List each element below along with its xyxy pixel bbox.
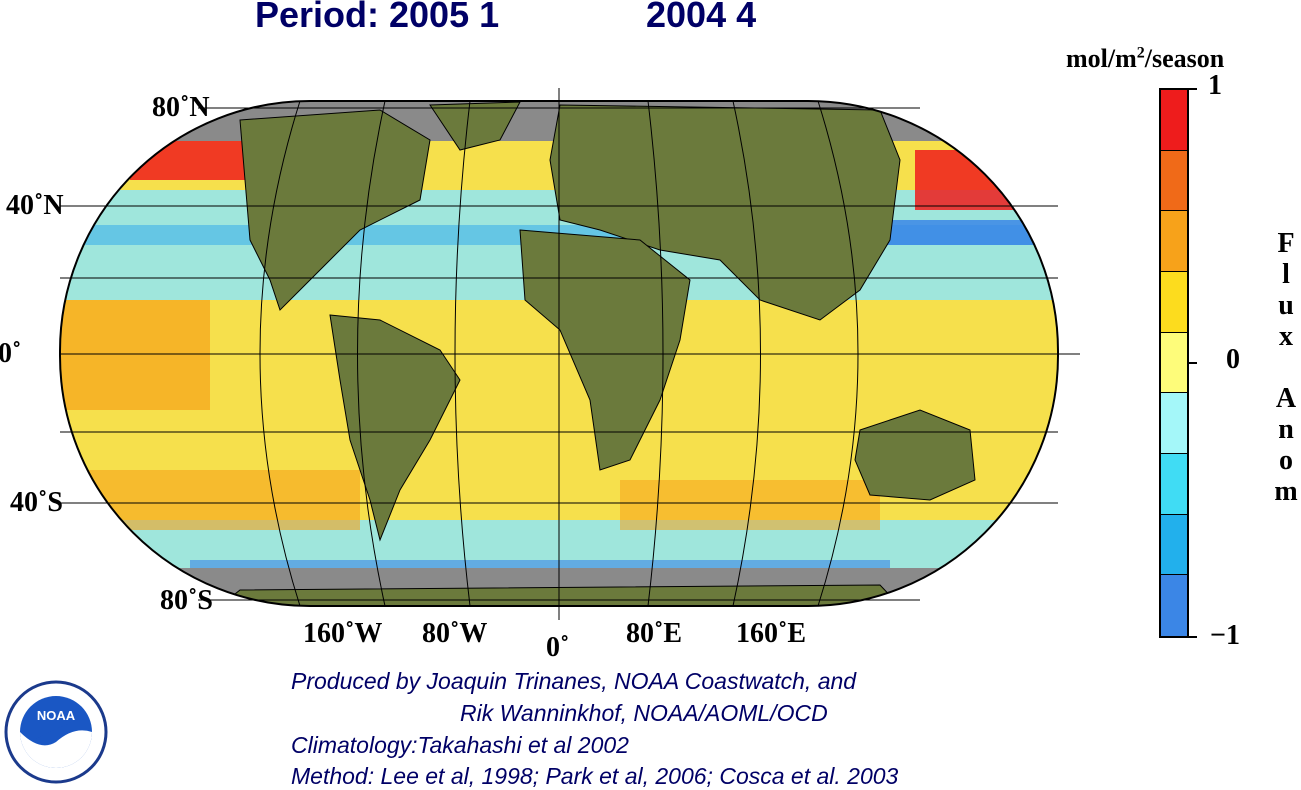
colorbar-title-letter: x [1279, 321, 1293, 352]
colorbar-max-label: 1 [1208, 70, 1222, 101]
colorbar-title-letter: m [1274, 476, 1298, 507]
period-title-2: 2004 4 [646, 0, 757, 35]
colorbar [1159, 88, 1189, 638]
colorbar-segment [1161, 150, 1187, 212]
colorbar-segment [1161, 332, 1187, 394]
colorbar-units: mol/m2/season [1066, 44, 1225, 73]
colorbar-title-letter: u [1278, 290, 1294, 321]
lon-label-80e: 80˚E [626, 618, 682, 649]
period-title: Period: 2005 1 [255, 0, 500, 35]
longitude-lines [259, 88, 859, 620]
lon-label-160e: 160˚E [736, 618, 806, 649]
colorbar-segment [1161, 90, 1187, 151]
colorbar-title-letter [1266, 352, 1301, 383]
lat-label-0: 0˚ [0, 338, 22, 369]
colorbar-title-letter: o [1279, 445, 1293, 476]
lon-label-0: 0˚ [546, 632, 570, 663]
credit-line-2: Rik Wanninkhof, NOAA/AOML/OCD [460, 700, 828, 726]
colorbar-segment [1161, 514, 1187, 576]
colorbar-mid-label: 0 [1226, 344, 1240, 375]
noaa-logo: NOAA [4, 680, 108, 784]
colorbar-min-label: −1 [1210, 620, 1240, 651]
credit-line-4: Method: Lee et al, 1998; Park et al, 200… [291, 763, 899, 789]
lat-label-80s: 80˚S [160, 585, 213, 616]
colorbar-segment [1161, 271, 1187, 333]
colorbar-title-letter: l [1282, 259, 1290, 290]
lon-label-160w: 160˚W [303, 618, 383, 649]
colorbar-title-letter: A [1275, 383, 1297, 414]
colorbar-title-letter: F [1277, 228, 1295, 259]
credit-line-3: Climatology:Takahashi et al 2002 [291, 732, 629, 758]
colorbar-segment [1161, 453, 1187, 515]
colorbar-segment [1161, 211, 1187, 272]
lat-label-80n: 80˚N [152, 92, 210, 123]
lon-label-80w: 80˚W [422, 618, 488, 649]
noaa-logo-text: NOAA [37, 708, 76, 723]
colorbar-segment [1161, 575, 1187, 636]
credit-line-1: Produced by Joaquin Trinanes, NOAA Coast… [291, 668, 857, 694]
lat-label-40n: 40˚N [6, 190, 64, 221]
colorbar-title-letter: n [1278, 414, 1294, 445]
colorbar-segment [1161, 393, 1187, 454]
lat-label-40s: 40˚S [10, 487, 63, 518]
